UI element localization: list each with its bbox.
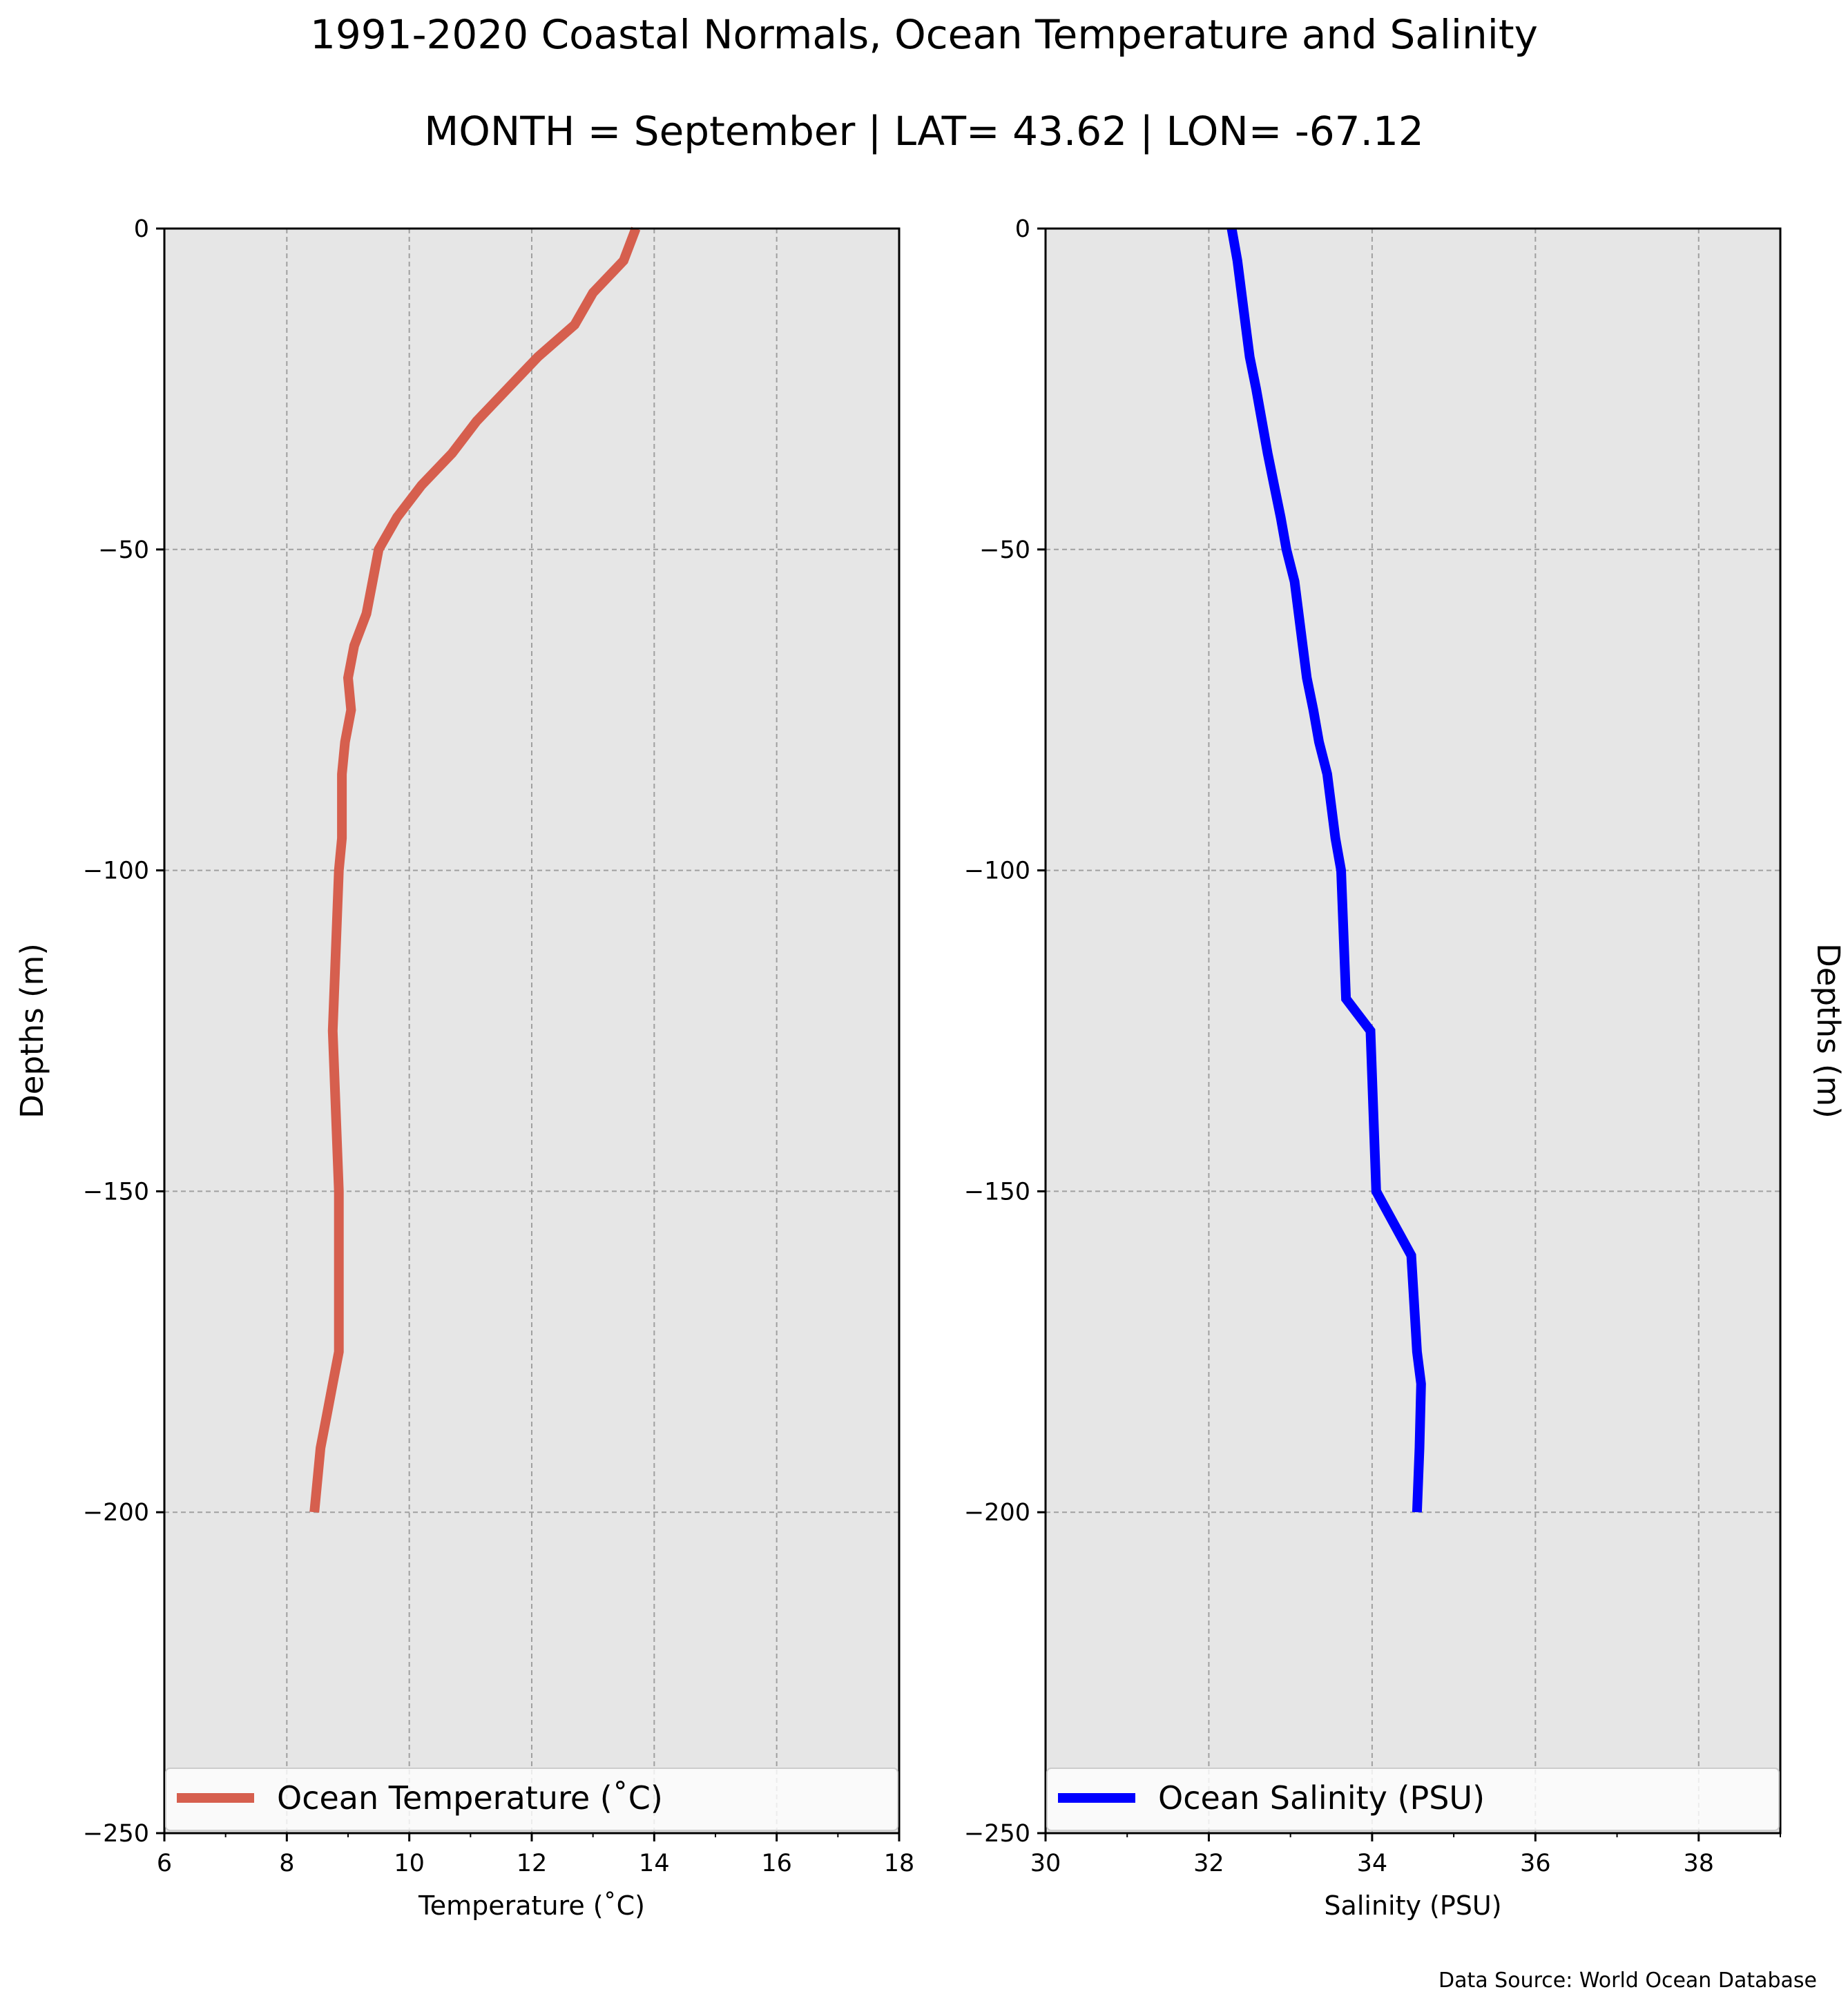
y-tick-label: 0 [134,215,149,243]
x-tick-label: 36 [1520,1850,1551,1877]
legend-box [165,1768,898,1831]
grid-lines [1046,229,1780,1833]
x-tick-label: 18 [884,1850,915,1877]
x-tick-label: 34 [1357,1850,1388,1877]
data-point [1416,1351,1417,1352]
y-tick-label: −200 [83,1499,149,1527]
series-line [1226,227,1426,1513]
axes-frame [1044,227,1782,1835]
data-source-note: Data Source: World Ocean Database [1438,1968,1817,1993]
data-point [320,1448,321,1449]
data-point [1286,549,1287,550]
data-point [1241,292,1242,293]
data-point [537,356,538,357]
data-point [1280,517,1281,518]
data-point [332,1031,333,1032]
data-point [396,517,397,518]
legend-box [1046,1768,1780,1831]
x-tick-label: 6 [157,1850,172,1877]
y-axis-label: Depths (m) [1810,943,1847,1119]
axes-background [1046,229,1780,1833]
data-point [1237,260,1238,261]
legend-label: Ocean Temperature (˚C) [277,1779,663,1817]
data-point [338,1351,339,1352]
data-point [1267,453,1268,454]
data-point [342,774,343,775]
grid-lines [164,229,899,1833]
data-point [378,549,379,550]
data-point [1340,870,1341,871]
data-point [1370,1031,1371,1032]
data-point [1335,838,1336,839]
data-point [338,1191,339,1192]
y-tick-label: −150 [964,1178,1030,1206]
data-point [1411,1255,1412,1256]
salinity-panel: 30 32 34 36 38 0 −50 −100 −150 −200 −250 Salinity (… [964,215,1847,1921]
data-point [1298,613,1299,614]
data-point [366,613,367,614]
x-tick-label: 10 [394,1850,425,1877]
y-tick-label: −250 [964,1820,1030,1848]
y-tick-label: −100 [964,858,1030,885]
y-axis-label: Depths (m) [14,943,50,1119]
y-tick-label: −50 [98,536,149,564]
data-point [338,870,339,871]
x-tick-label: 14 [639,1850,670,1877]
data-point [372,581,373,582]
x-tick-label: 12 [517,1850,548,1877]
x-tick-label: 32 [1193,1850,1224,1877]
x-axis-label: Salinity (PSU) [1324,1890,1501,1921]
x-tick-label: 8 [279,1850,294,1877]
x-tick-label: 38 [1684,1850,1715,1877]
series-line [309,226,641,1513]
data-point [348,677,349,678]
data-point [326,1415,327,1416]
x-tick-label: 16 [761,1850,792,1877]
y-tick-label: −50 [979,536,1030,564]
temperature-panel: 6 8 10 12 14 16 18 0 −50 −100 −150 −200 −250 Temperat… [14,215,914,1921]
data-point [1249,356,1250,357]
y-tick-label: −150 [83,1178,149,1206]
data-point [1416,1512,1417,1513]
data-point [1294,581,1295,582]
figure-subtitle: MONTH = September | LAT= 43.62 | LON= -6… [424,108,1424,155]
y-tick-label: −250 [83,1820,149,1848]
data-point [338,1255,339,1256]
data-point [342,838,343,839]
y-tick-label: −200 [964,1499,1030,1527]
y-tick-label: 0 [1015,215,1030,243]
legend: Ocean Salinity (PSU) [1046,1768,1780,1831]
data-point [314,1512,315,1513]
x-tick-label: 30 [1030,1850,1061,1877]
y-tick-label: −100 [83,858,149,885]
figure-title: 1991-2020 Coastal Normals, Ocean Tempera… [310,11,1538,58]
x-axis-label: Temperature (˚C) [418,1890,645,1921]
data-point [1346,998,1347,999]
legend-label: Ocean Salinity (PSU) [1158,1779,1485,1817]
data-point [1419,1448,1420,1449]
legend: Ocean Temperature (˚C) [165,1768,898,1831]
